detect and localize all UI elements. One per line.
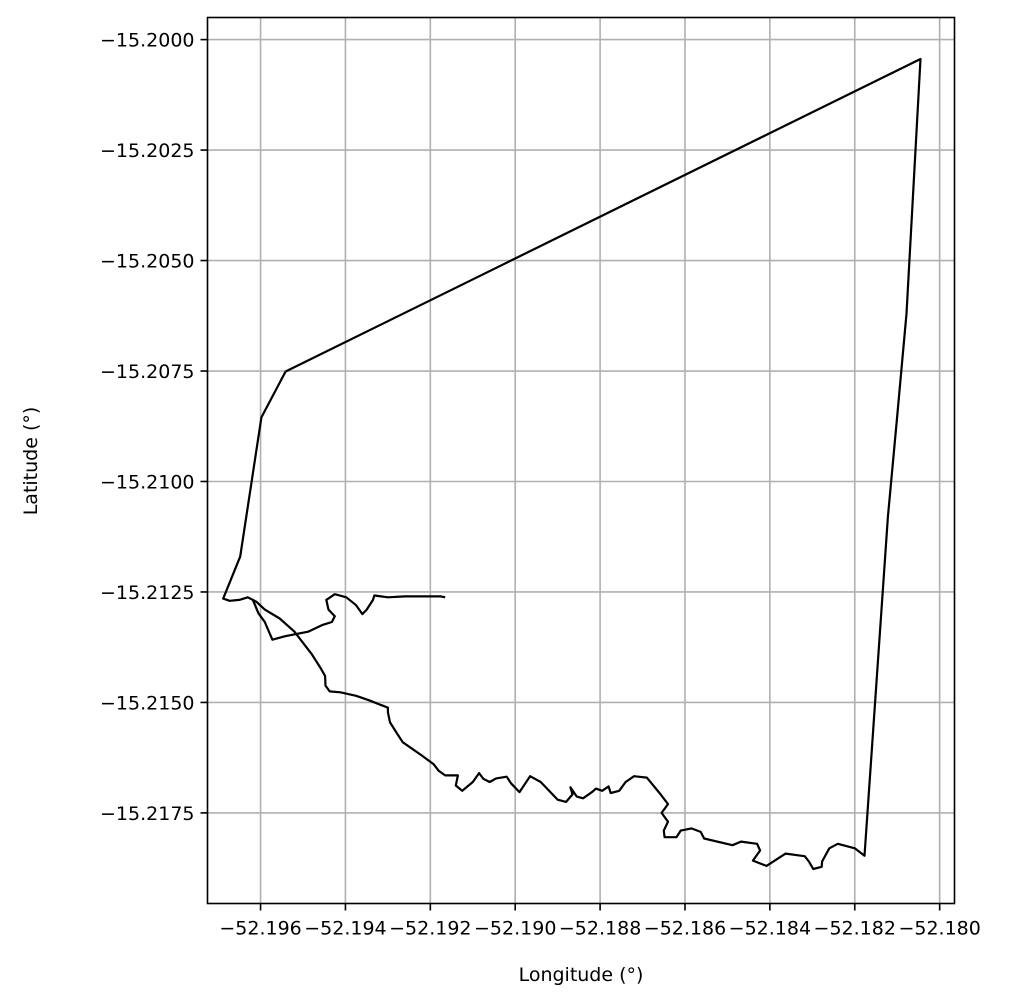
y-tick-label: −15.2050 <box>100 251 195 273</box>
y-tick-label: −15.2175 <box>100 803 195 825</box>
x-axis-label: Longitude (°) <box>519 964 644 986</box>
x-tick-label: −52.186 <box>644 918 726 940</box>
y-tick-label: −15.2075 <box>100 361 195 383</box>
y-tick-label: −15.2025 <box>100 140 195 162</box>
y-axis-label: Latitude (°) <box>20 407 42 516</box>
x-tick-label: −52.180 <box>898 918 980 940</box>
axis-ticks: −52.196 −52.194 −52.192 −52.190 −52.188 −52.1… <box>100 30 981 940</box>
x-tick-label: −52.196 <box>219 918 301 940</box>
grid-lines <box>207 17 955 904</box>
x-tick-label: −52.194 <box>304 918 386 940</box>
x-tick-label: −52.192 <box>389 918 471 940</box>
x-tick-label: −52.188 <box>559 918 641 940</box>
x-tick-label: −52.184 <box>729 918 811 940</box>
plot-frame <box>206 16 956 905</box>
y-tick-label: −15.2000 <box>100 30 195 52</box>
y-tick-label: −15.2100 <box>100 471 195 493</box>
boundary-line-1 <box>222 57 922 871</box>
x-tick-label: −52.190 <box>474 918 556 940</box>
y-tick-label: −15.2125 <box>100 582 195 604</box>
y-tick-label: −15.2150 <box>100 692 195 714</box>
x-tick-label: −52.182 <box>814 918 896 940</box>
boundary-lines <box>222 57 922 871</box>
boundary-line-2 <box>251 593 446 641</box>
